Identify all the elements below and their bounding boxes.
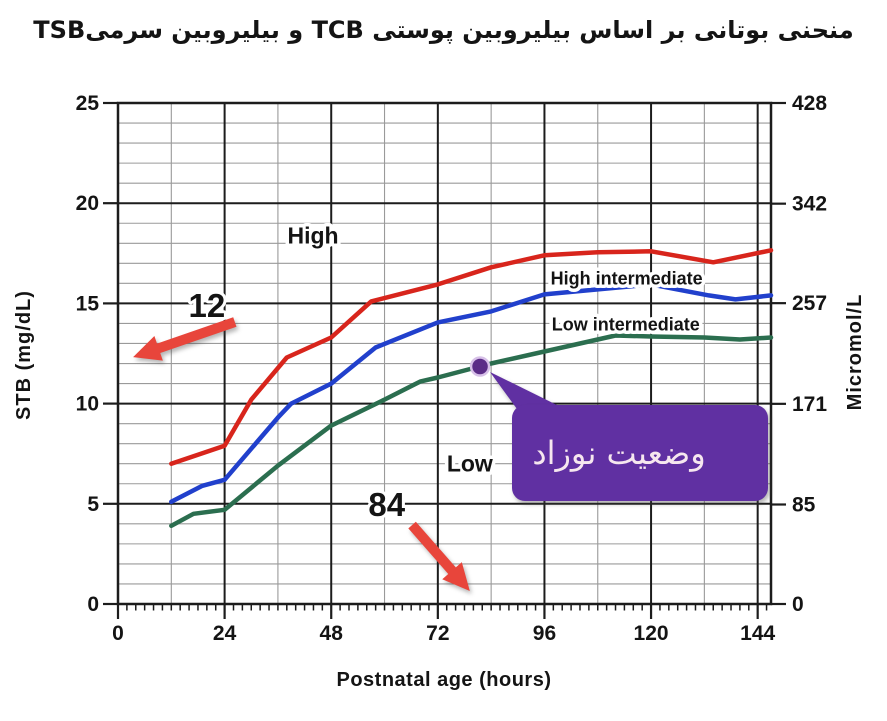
percentile-curves bbox=[169, 248, 774, 529]
y-right-tick-label: 428 bbox=[792, 92, 827, 115]
curve-blue-middle-curve bbox=[169, 282, 774, 505]
annotation-value-12: 12 bbox=[188, 287, 225, 324]
annotation-value-84: 84 bbox=[368, 486, 405, 523]
y-left-tick-label: 20 bbox=[76, 192, 99, 215]
x-tick-label: 48 bbox=[320, 622, 344, 645]
data-point-marker bbox=[469, 356, 491, 377]
axis-ticks bbox=[103, 101, 786, 619]
annotation-arrow-84-head bbox=[442, 562, 470, 591]
curve-green-lower-curve bbox=[169, 333, 774, 529]
y-left-tick-label: 15 bbox=[76, 292, 100, 315]
callout-text: وضعیت نوزاد bbox=[532, 434, 706, 472]
y-right-tick-label: 85 bbox=[792, 494, 816, 517]
y-right-tick-label: 342 bbox=[792, 193, 827, 216]
zone-labels: High High intermediate Low intermediate Low bbox=[284, 219, 706, 480]
annotation-arrow-84 bbox=[408, 521, 470, 591]
y-axis-left-title: STB (mg/dL) bbox=[13, 290, 35, 420]
annotation-arrow-12 bbox=[133, 317, 237, 361]
curve-red-upper-curve bbox=[169, 248, 774, 466]
callout-pointer bbox=[490, 372, 565, 409]
plot-frame bbox=[116, 101, 773, 606]
annotation-arrow-12-shaft bbox=[152, 317, 237, 355]
annotation-arrow-12-head bbox=[133, 336, 163, 361]
callout-box bbox=[512, 405, 768, 501]
y-left-tick-label: 10 bbox=[76, 393, 99, 416]
x-tick-label: 72 bbox=[426, 622, 449, 645]
plot-border bbox=[116, 101, 773, 606]
y-left-tick-label: 0 bbox=[87, 593, 99, 616]
x-tick-label: 144 bbox=[740, 622, 775, 645]
x-tick-label: 120 bbox=[634, 622, 669, 645]
callout bbox=[469, 356, 768, 501]
y-left-tick-label: 25 bbox=[76, 92, 100, 115]
zone-label-low-intermediate: Low intermediate bbox=[552, 315, 700, 335]
y-right-tick-label: 257 bbox=[792, 292, 827, 315]
x-tick-label: 0 bbox=[112, 622, 124, 645]
annotations: 12 84 bbox=[133, 284, 470, 591]
x-tick-label: 24 bbox=[213, 622, 237, 645]
gridlines bbox=[118, 103, 771, 604]
y-axis-right-title: Micromol/L bbox=[844, 294, 866, 411]
zone-label-low: Low bbox=[447, 450, 493, 476]
zone-label-high: High bbox=[287, 223, 338, 249]
chart-title: منحنی بوتانی بر اساس بیلیروبین پوستی TCB… bbox=[33, 16, 854, 44]
y-right-tick-label: 171 bbox=[792, 393, 827, 416]
y-left-tick-label: 5 bbox=[87, 493, 99, 516]
y-right-tick-label: 0 bbox=[792, 593, 804, 616]
zone-label-high-intermediate: High intermediate bbox=[551, 268, 703, 288]
x-tick-label: 96 bbox=[533, 622, 556, 645]
x-axis-title: Postnatal age (hours) bbox=[337, 669, 552, 691]
axis-tick-labels: 0 5 10 15 20 25 0 85 171 257 342 428 0 24 48 72 96 120 144 bbox=[76, 92, 828, 645]
annotation-arrow-84-shaft bbox=[408, 521, 460, 578]
